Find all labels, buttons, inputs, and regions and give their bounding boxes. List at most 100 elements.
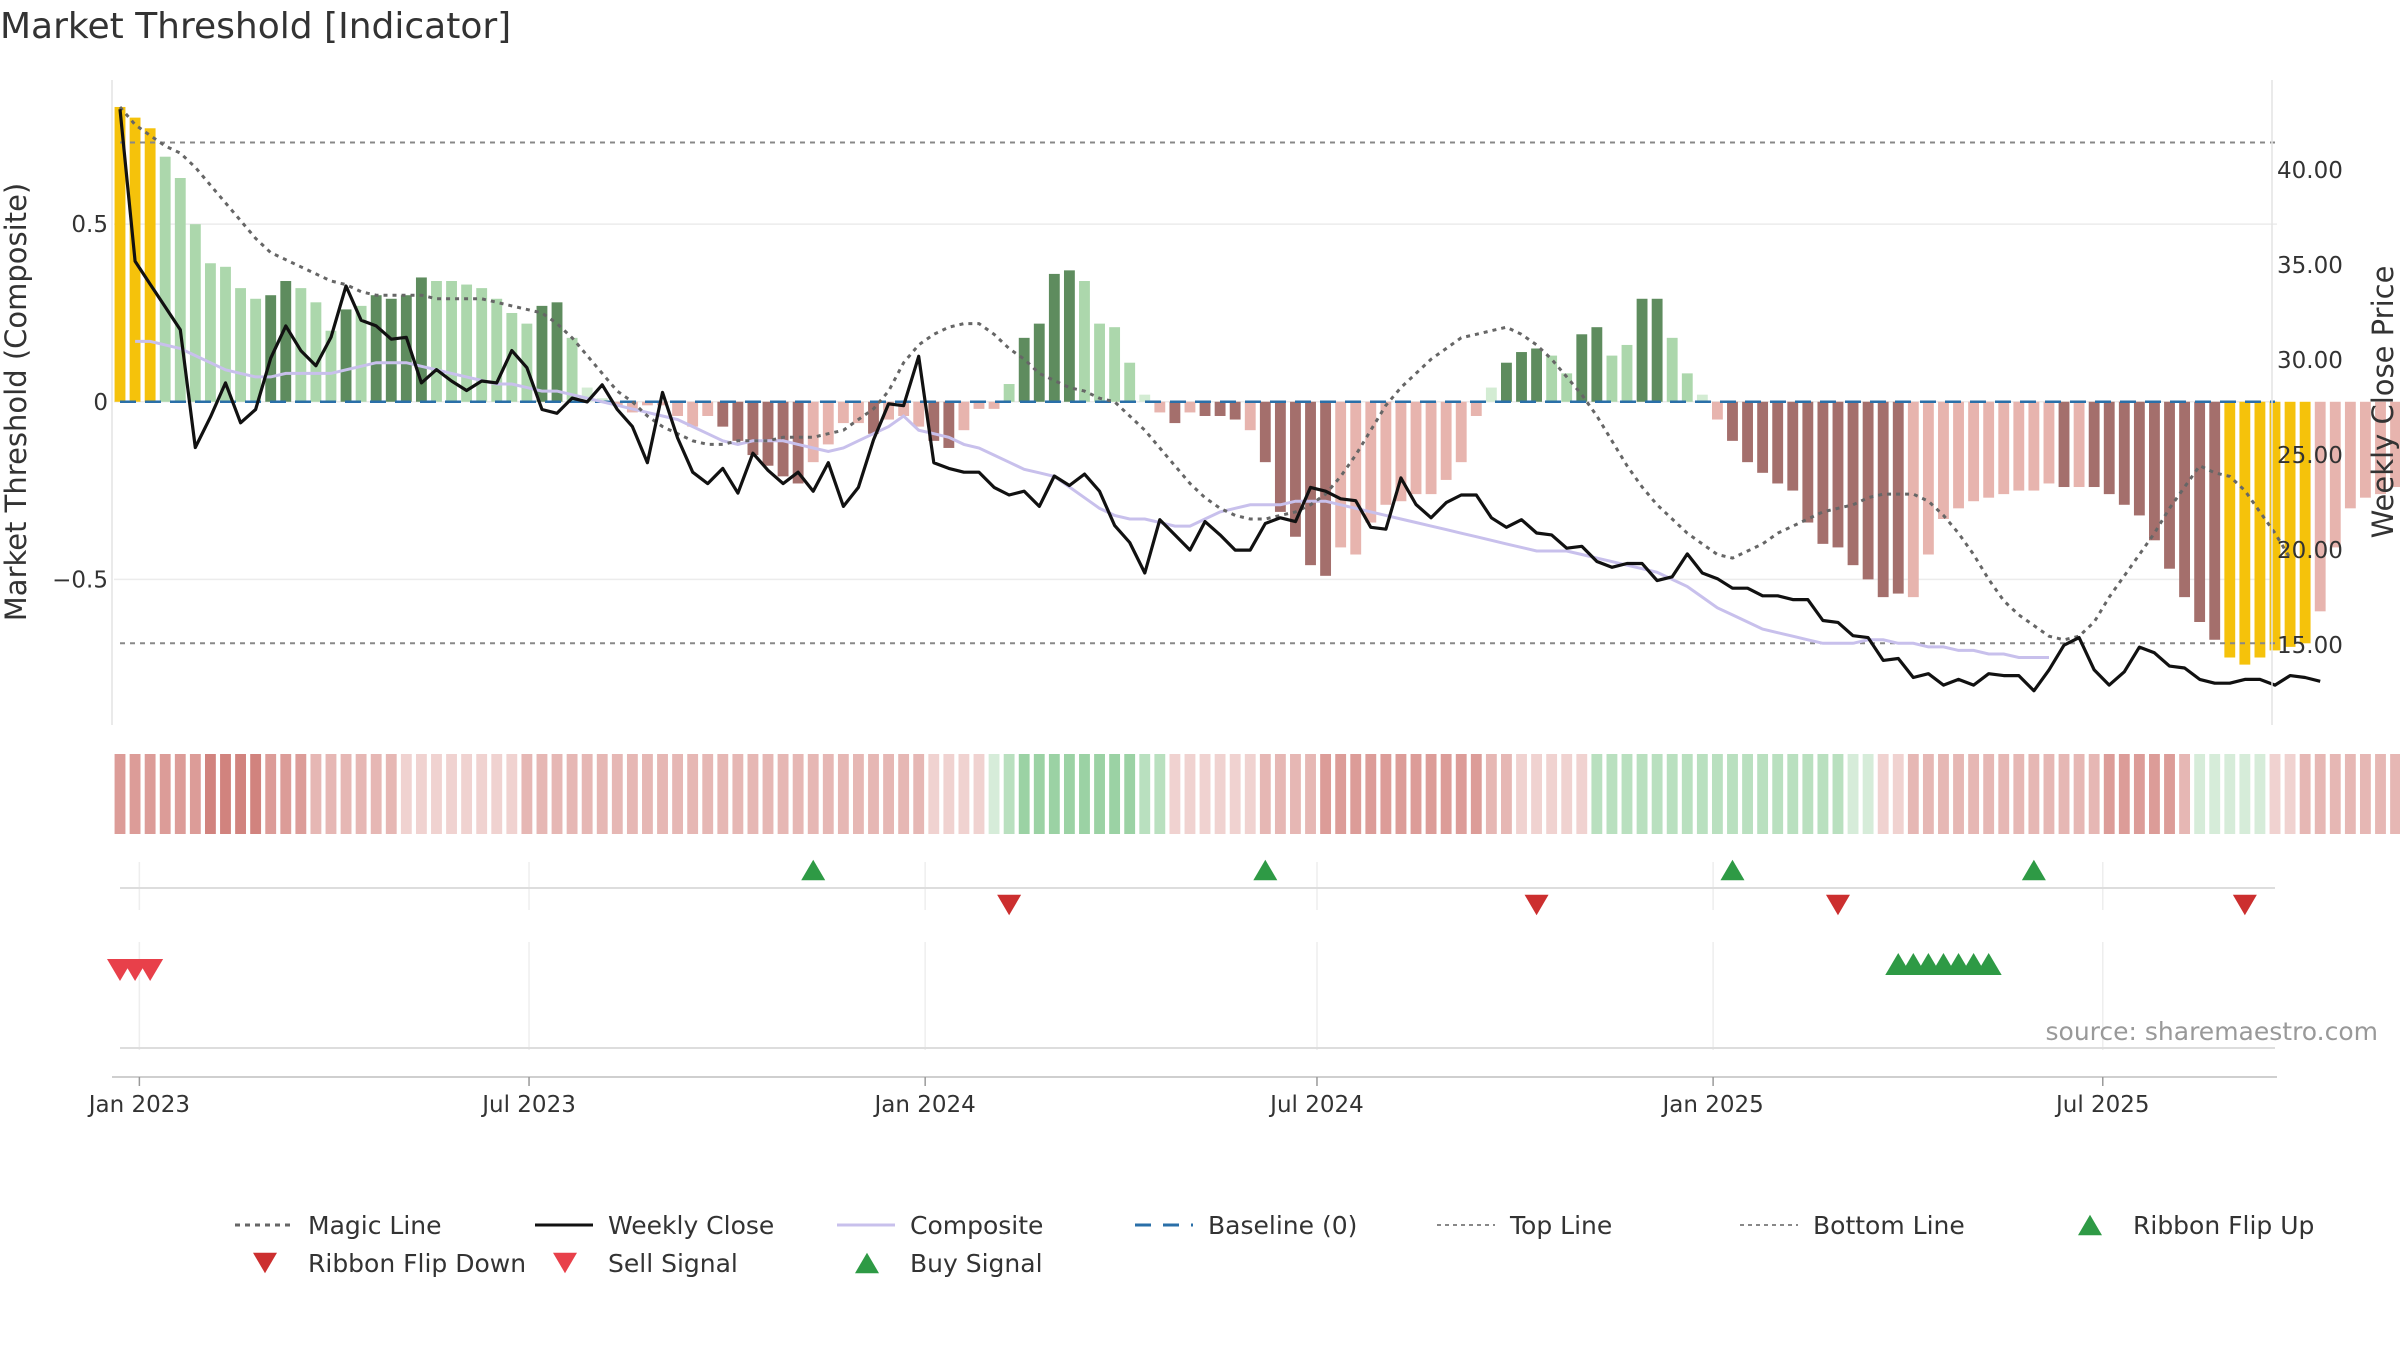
composite-bar	[1018, 337, 1030, 402]
left-tick-label: 0.5	[71, 212, 108, 238]
composite-bar	[2359, 401, 2371, 498]
composite-bar	[431, 281, 442, 402]
ribbon-flip-down-marker	[1524, 894, 1549, 916]
composite-bar	[1772, 401, 1784, 484]
composite-bar	[235, 288, 246, 402]
composite-bar	[777, 401, 789, 477]
ribbon-cell	[1938, 754, 1949, 834]
composite-bar	[1455, 401, 1467, 463]
composite-bar	[1847, 401, 1859, 566]
composite-bar	[310, 302, 322, 402]
composite-bar	[1938, 401, 1949, 519]
composite-bar	[204, 263, 216, 402]
ribbon-cell	[1274, 754, 1286, 834]
ribbon-cell	[1953, 754, 1964, 834]
ribbon-cell	[250, 754, 262, 834]
ribbon-cell	[928, 754, 940, 834]
composite-bar	[1591, 327, 1603, 402]
right-y-axis: 40.00 35.00 30.00 25.00 20.00 15.00	[2271, 80, 2343, 725]
right-tick-label: 40.00	[2277, 158, 2343, 184]
ribbon-cell	[2329, 754, 2341, 834]
composite-bar	[566, 337, 578, 402]
composite-bar	[1244, 401, 1256, 431]
legend-item: Ribbon Flip Up	[2078, 1211, 2314, 1240]
ribbon-cell	[1048, 754, 1060, 834]
legend-label: Sell Signal	[608, 1249, 738, 1278]
composite-bar	[2073, 401, 2085, 488]
x-tick-label: Jul 2025	[2054, 1092, 2150, 1118]
ribbon-cell	[235, 754, 246, 834]
composite-bar	[415, 277, 427, 402]
ribbon-cell	[2269, 754, 2281, 834]
composite-bar	[1485, 387, 1497, 402]
ribbon-cell	[1711, 754, 1723, 834]
ribbon-cell	[1666, 754, 1678, 834]
ribbon-cell	[1139, 754, 1151, 834]
ribbon-cell	[1787, 754, 1799, 834]
composite-bar	[1274, 401, 1286, 512]
ribbon-cell	[220, 754, 231, 834]
composite-bar	[189, 224, 201, 402]
ribbon-flip-up-marker	[2021, 859, 2046, 881]
x-axis: Jan 2023 Jul 2023 Jan 2024 Jul 2024 Jan 2025…	[87, 1076, 2277, 1118]
ribbon-cell	[521, 754, 533, 834]
ribbon-cell	[1335, 754, 1347, 834]
ribbon-cell	[2390, 754, 2400, 834]
composite-bar	[174, 178, 186, 402]
composite-bar	[2390, 401, 2400, 488]
legend-label: Baseline (0)	[1208, 1211, 1357, 1240]
composite-bar	[747, 401, 759, 456]
ribbon-cell	[1290, 754, 1301, 834]
ribbon-cell	[204, 754, 216, 834]
composite-bar	[506, 312, 518, 402]
composite-bar	[1727, 401, 1738, 441]
composite-bar	[1757, 401, 1769, 473]
composite-bar	[521, 323, 533, 402]
composite-bar	[1531, 348, 1542, 402]
ribbon-cell	[1440, 754, 1452, 834]
ribbon-cell	[837, 754, 849, 834]
ribbon-cell	[265, 754, 277, 834]
composite-bar	[581, 387, 593, 402]
composite-bar	[2133, 401, 2145, 516]
ribbon-cell	[1742, 754, 1753, 834]
ribbon-cell	[295, 754, 307, 834]
composite-bar	[853, 401, 864, 424]
ribbon-cell	[476, 754, 488, 834]
right-tick-label: 15.00	[2277, 633, 2343, 659]
legend-item: Magic Line	[235, 1211, 442, 1240]
composite-bar	[446, 281, 457, 402]
legend-label: Composite	[910, 1211, 1043, 1240]
composite-bar	[657, 401, 668, 406]
composite-bar	[1079, 281, 1090, 402]
ribbon-cell	[2043, 754, 2055, 834]
x-tick-label: Jan 2025	[1660, 1092, 1763, 1118]
composite-bar	[1184, 401, 1196, 413]
composite-bar	[1817, 401, 1829, 544]
ribbon-cell	[385, 754, 397, 834]
composite-bar	[898, 401, 910, 416]
composite-bar	[340, 309, 352, 402]
composite-bar	[551, 302, 563, 402]
ribbon-cell	[1380, 754, 1392, 834]
composite-bar	[355, 305, 367, 402]
ribbon-flip-down-marker	[1825, 894, 1850, 916]
ribbon-cell	[1470, 754, 1482, 834]
composite-bar	[1033, 323, 1045, 402]
ribbon-cell	[566, 754, 578, 834]
ribbon-cell	[732, 754, 744, 834]
ribbon-cell	[2314, 754, 2326, 834]
composite-bar	[1335, 401, 1347, 548]
legend-label: Weekly Close	[608, 1211, 774, 1240]
ribbon-cell	[461, 754, 473, 834]
ribbon-cell	[1696, 754, 1708, 834]
composite-bar	[702, 401, 714, 416]
legend-item: Weekly Close	[535, 1211, 774, 1240]
composite-bar	[973, 401, 985, 409]
composite-bar	[265, 295, 277, 402]
ribbon-cell	[1063, 754, 1075, 834]
composite-bar	[792, 401, 804, 484]
legend-item: Baseline (0)	[1135, 1211, 1357, 1240]
composite-bar	[1259, 401, 1271, 463]
ribbon-cell	[1862, 754, 1874, 834]
